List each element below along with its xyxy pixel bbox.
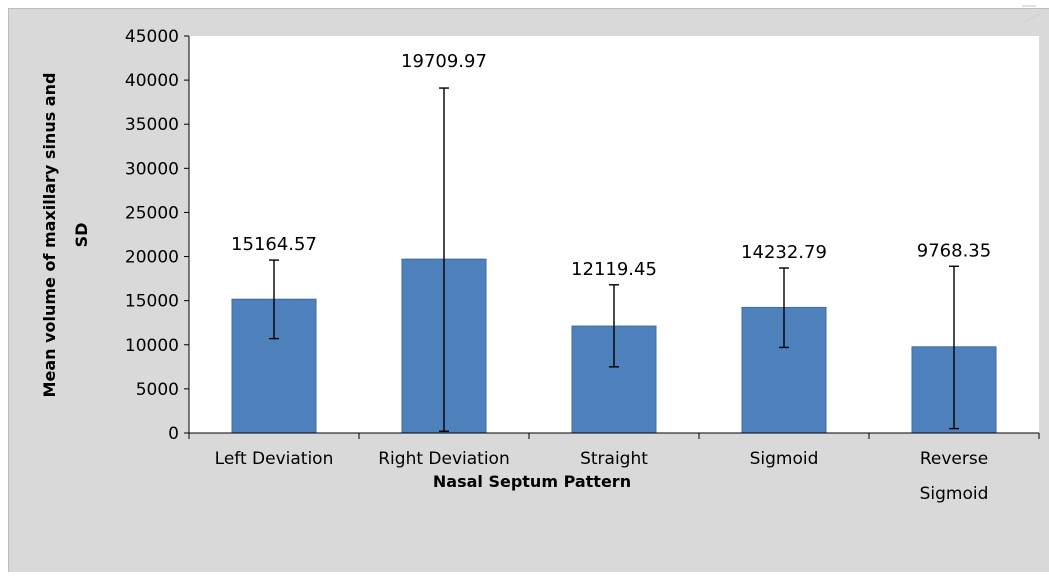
y-tick-label: 0	[168, 424, 179, 444]
chart-area: 0 5000 10000 15000 20000 25000 30000 35000 40000…	[8, 8, 1049, 572]
y-tick-label: 45000	[125, 27, 179, 47]
data-label: 15164.57	[231, 234, 317, 255]
watermark-mark	[1022, 5, 1041, 23]
x-tick-label: Left Deviation	[215, 449, 334, 469]
data-label: 12119.45	[571, 259, 657, 280]
y-tick-label: 25000	[125, 203, 179, 223]
y-tick-label: 35000	[125, 115, 179, 135]
x-tick-label: Straight	[580, 449, 648, 469]
x-tick-label: Reverse	[920, 449, 988, 469]
bar-chart: 0 5000 10000 15000 20000 25000 30000 35000 40000…	[40, 27, 1040, 504]
data-label: 19709.97	[401, 51, 487, 72]
y-tick-label: 5000	[136, 380, 179, 400]
x-tick-label: Right Deviation	[378, 449, 509, 469]
y-tick-label: 15000	[125, 292, 179, 312]
y-tick-label: 10000	[125, 336, 179, 356]
y-axis-title: Mean volume of maxillary sinus and	[40, 73, 59, 398]
y-tick-label: 40000	[125, 71, 179, 91]
x-tick-label: Sigmoid	[920, 484, 989, 504]
y-axis-title-line2: SD	[72, 223, 91, 248]
x-tick-label: Sigmoid	[750, 449, 819, 469]
x-axis-title: Nasal Septum Pattern	[433, 472, 631, 491]
y-tick-label: 20000	[125, 248, 179, 268]
y-tick-label: 30000	[125, 159, 179, 179]
data-label: 9768.35	[917, 240, 991, 261]
data-label: 14232.79	[741, 242, 827, 263]
